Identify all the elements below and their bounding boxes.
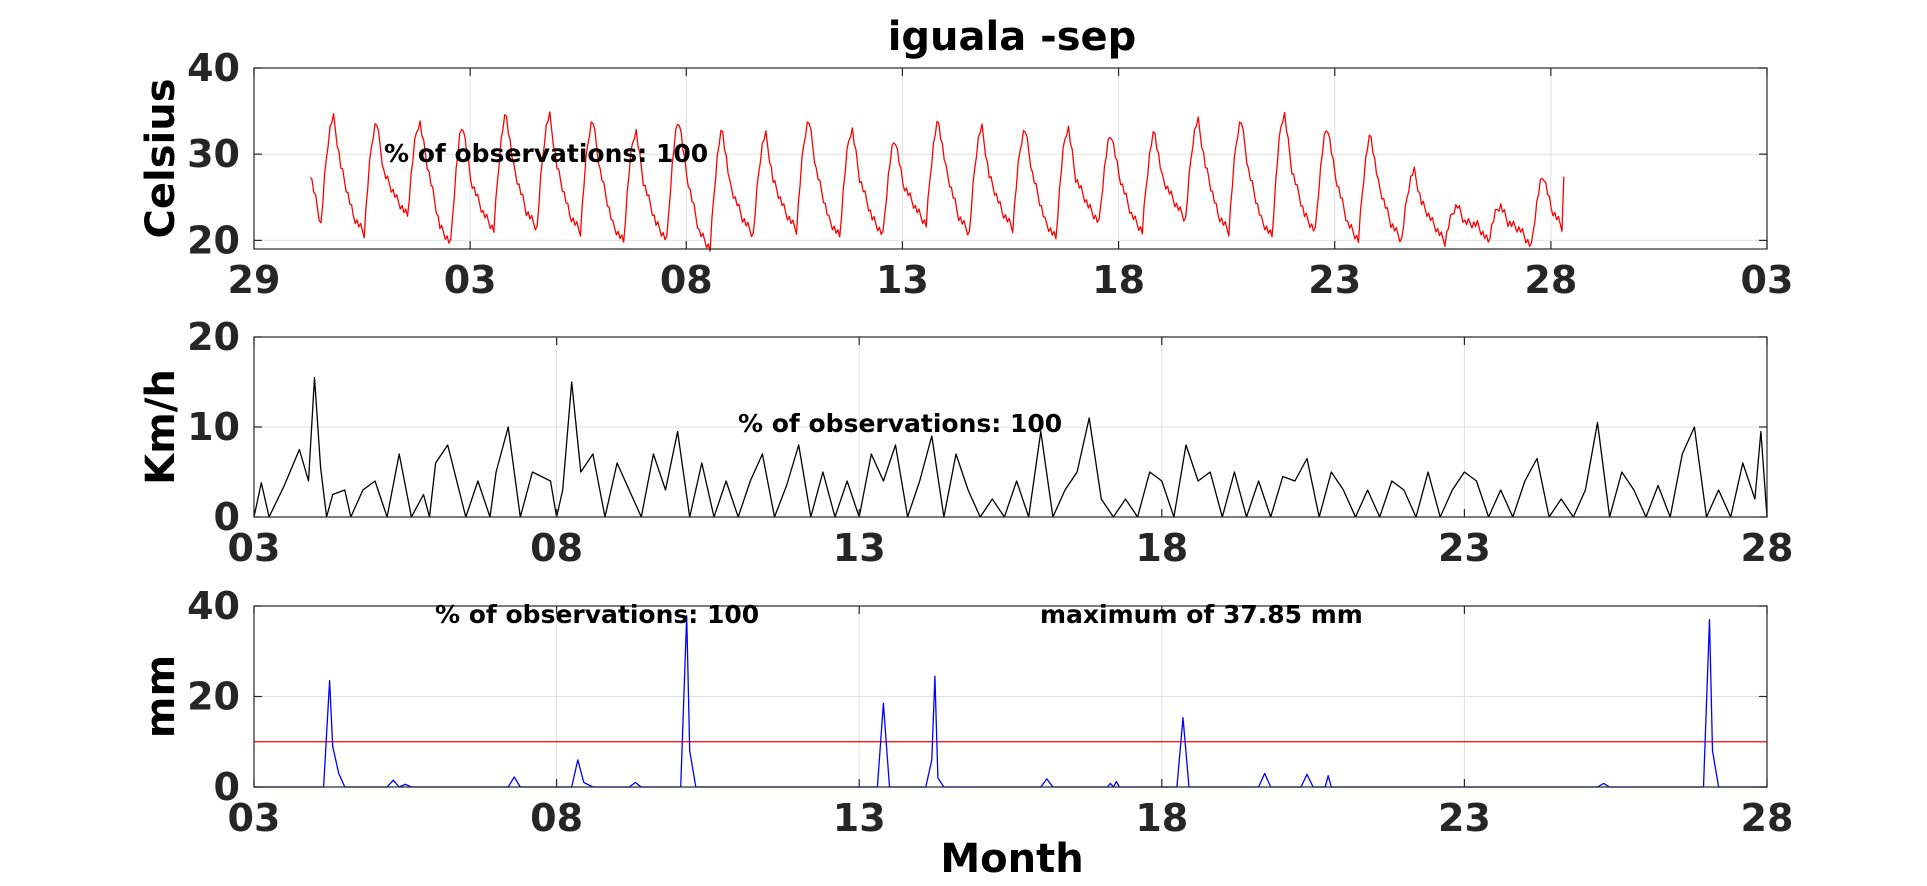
y-tick-label: 20 [187, 315, 240, 359]
x-tick-label: 18 [1092, 258, 1145, 302]
y-tick-label: 20 [187, 218, 240, 262]
chart-title: iguala -sep [888, 14, 1137, 60]
x-tick-label: 23 [1438, 526, 1491, 570]
x-tick-label: 13 [833, 796, 886, 840]
x-tick-label: 03 [1741, 258, 1794, 302]
plot-area [254, 68, 1767, 249]
x-tick-label: 08 [530, 526, 583, 570]
y-tick-label: 40 [187, 46, 240, 90]
series-line [309, 111, 1565, 252]
y-axis-label: mm [138, 655, 184, 738]
chart-annotation: maximum of 37.85 mm [1040, 600, 1363, 629]
y-axis-label: Celsius [138, 79, 184, 239]
x-tick-label: 03 [444, 258, 497, 302]
y-tick-label: 20 [187, 675, 240, 719]
plot-frame [253, 67, 1768, 250]
y-tick-label: 0 [214, 765, 240, 809]
x-tick-label: 23 [1308, 258, 1361, 302]
series-line [253, 376, 1768, 518]
chart-annotation: % of observations: 100 [384, 139, 708, 168]
x-tick-label: 13 [833, 526, 886, 570]
chart-annotation: % of observations: 100 [435, 600, 759, 629]
y-axis-label: Km/h [138, 369, 184, 485]
x-tick-label: 08 [660, 258, 713, 302]
x-axis-label: Month [940, 836, 1083, 882]
x-tick-label: 03 [228, 796, 281, 840]
x-tick-label: 29 [228, 258, 281, 302]
x-tick-label: 18 [1135, 796, 1188, 840]
x-tick-label: 03 [228, 526, 281, 570]
chart-annotation: % of observations: 100 [738, 409, 1062, 438]
x-tick-label: 28 [1741, 796, 1794, 840]
x-tick-label: 23 [1438, 796, 1491, 840]
x-tick-label: 18 [1135, 526, 1188, 570]
x-tick-label: 08 [530, 796, 583, 840]
x-tick-label: 28 [1741, 526, 1794, 570]
x-tick-label: 13 [876, 258, 929, 302]
y-tick-label: 30 [187, 132, 240, 176]
y-tick-label: 40 [187, 584, 240, 628]
y-tick-label: 10 [187, 405, 240, 449]
y-tick-label: 0 [214, 495, 240, 539]
x-tick-label: 28 [1524, 258, 1577, 302]
